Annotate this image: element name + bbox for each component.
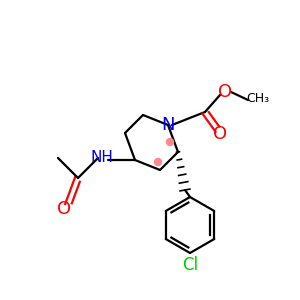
Text: Cl: Cl [182,256,198,274]
Text: O: O [218,83,232,101]
Circle shape [154,158,161,166]
Text: O: O [213,125,227,143]
Text: CH₃: CH₃ [246,92,270,104]
Circle shape [167,139,173,145]
Text: O: O [57,200,71,218]
Text: N: N [161,116,175,134]
Text: NH: NH [91,151,113,166]
